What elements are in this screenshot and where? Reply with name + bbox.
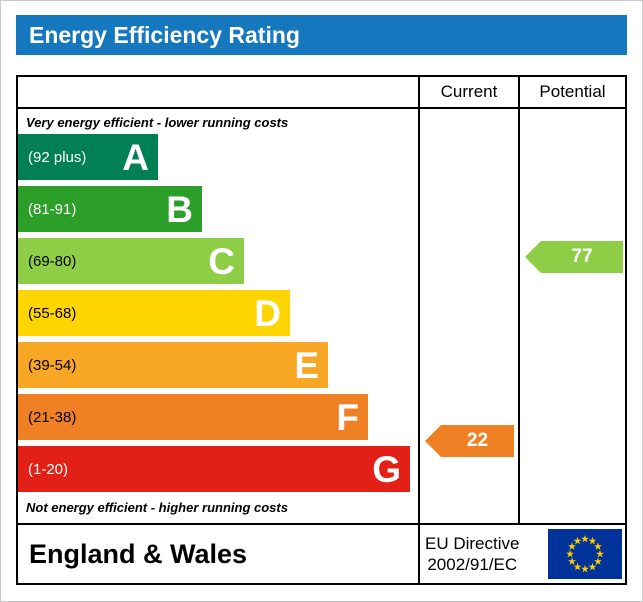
page-title: Energy Efficiency Rating: [16, 15, 627, 55]
chart-header-row: Current Potential: [18, 77, 625, 109]
band-a-letter: A: [122, 136, 149, 178]
chart-footer: England & Wales EU Directive 2002/91/EC: [18, 523, 625, 583]
eu-directive-line2: 2002/91/EC: [427, 555, 518, 574]
top-caption: Very energy efficient - lower running co…: [26, 115, 289, 130]
band-e: (39-54) E: [18, 342, 418, 388]
potential-rating-arrow: 77: [525, 241, 623, 273]
potential-column-header: Potential: [518, 77, 625, 107]
band-d-bar: (55-68) D: [18, 290, 290, 336]
rating-scale: Very energy efficient - lower running co…: [18, 109, 418, 523]
current-column-header: Current: [418, 77, 518, 107]
band-f: (21-38) F: [18, 394, 418, 440]
potential-column: 77: [518, 109, 625, 523]
band-e-range: (39-54): [28, 356, 77, 374]
band-b-bar: (81-91) B: [18, 186, 202, 232]
band-g: (1-20) G: [18, 446, 418, 492]
band-b: (81-91) B: [18, 186, 418, 232]
band-b-range: (81-91): [28, 200, 77, 218]
eu-flag-icon: [548, 529, 622, 579]
band-f-range: (21-38): [28, 408, 77, 426]
band-c-bar: (69-80) C: [18, 238, 244, 284]
band-e-bar: (39-54) E: [18, 342, 328, 388]
band-c-range: (69-80): [28, 252, 77, 270]
eu-directive-label: EU Directive 2002/91/EC: [425, 533, 519, 576]
band-d-range: (55-68): [28, 304, 77, 322]
band-f-bar: (21-38) F: [18, 394, 368, 440]
band-g-bar: (1-20) G: [18, 446, 410, 492]
band-a: (92 plus) A: [18, 134, 418, 180]
band-g-letter: G: [372, 448, 401, 490]
directive-section: EU Directive 2002/91/EC: [420, 525, 625, 583]
band-d: (55-68) D: [18, 290, 418, 336]
eu-directive-line1: EU Directive: [425, 533, 520, 553]
band-b-letter: B: [166, 188, 193, 230]
current-column: 22: [418, 109, 518, 523]
band-f-letter: F: [336, 396, 359, 438]
bottom-caption: Not energy efficient - higher running co…: [26, 500, 288, 515]
region-label: England & Wales: [18, 525, 420, 583]
chart-body: Very energy efficient - lower running co…: [18, 109, 625, 523]
chart-header-spacer: [18, 77, 418, 107]
band-c-letter: C: [208, 240, 235, 282]
rating-chart-panel: Current Potential Very energy efficient …: [16, 75, 627, 585]
band-a-bar: (92 plus) A: [18, 134, 158, 180]
band-g-range: (1-20): [28, 460, 69, 478]
band-c: (69-80) C: [18, 238, 418, 284]
band-d-letter: D: [254, 292, 281, 334]
current-rating-arrow: 22: [425, 425, 514, 457]
band-a-range: (92 plus): [28, 148, 87, 166]
band-e-letter: E: [294, 344, 319, 386]
